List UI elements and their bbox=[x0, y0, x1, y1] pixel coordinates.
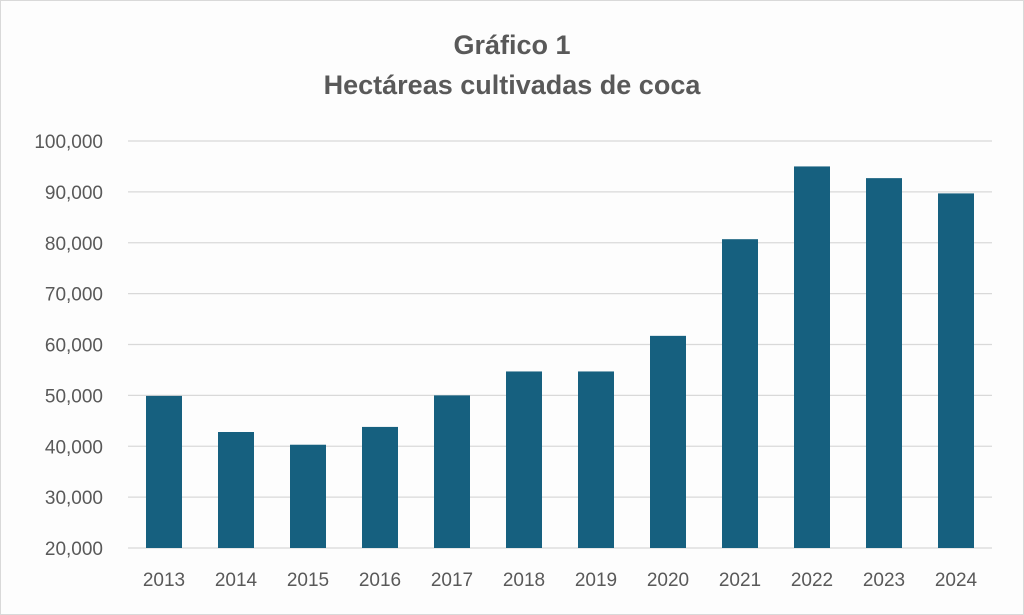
y-tick-label: 40,000 bbox=[45, 437, 103, 458]
x-tick-label: 2013 bbox=[143, 570, 185, 591]
bar bbox=[938, 193, 974, 548]
y-tick-label: 20,000 bbox=[45, 539, 103, 560]
bar bbox=[650, 335, 686, 548]
x-tick-label: 2015 bbox=[287, 570, 329, 591]
bar bbox=[794, 166, 830, 548]
x-tick-label: 2016 bbox=[359, 570, 401, 591]
x-tick-label: 2018 bbox=[503, 570, 545, 591]
y-tick-label: 30,000 bbox=[45, 488, 103, 509]
bar bbox=[290, 444, 326, 548]
y-tick-label: 70,000 bbox=[45, 285, 103, 306]
bar bbox=[434, 395, 470, 548]
chart-title: Gráfico 1 bbox=[453, 30, 571, 60]
bar bbox=[218, 432, 254, 548]
y-tick-label: 80,000 bbox=[45, 234, 103, 255]
x-tick-label: 2024 bbox=[935, 570, 978, 591]
bar bbox=[578, 371, 614, 548]
chart-subtitle: Hectáreas cultivadas de coca bbox=[323, 70, 701, 100]
x-tick-label: 2017 bbox=[431, 570, 473, 591]
x-tick-label: 2019 bbox=[575, 570, 617, 591]
bar bbox=[146, 395, 182, 548]
x-tick-label: 2021 bbox=[719, 570, 761, 591]
y-tick-label: 90,000 bbox=[45, 183, 103, 204]
x-tick-label: 2020 bbox=[647, 570, 689, 591]
y-tick-label: 50,000 bbox=[45, 386, 103, 407]
bar bbox=[866, 178, 902, 549]
x-tick-label: 2014 bbox=[215, 570, 258, 591]
x-tick-label: 2022 bbox=[791, 570, 833, 591]
y-tick-label: 100,000 bbox=[34, 132, 103, 153]
bar bbox=[362, 426, 398, 548]
bar bbox=[506, 371, 542, 548]
y-tick-label: 60,000 bbox=[45, 336, 103, 357]
bar bbox=[722, 239, 758, 548]
x-tick-label: 2023 bbox=[863, 570, 905, 591]
